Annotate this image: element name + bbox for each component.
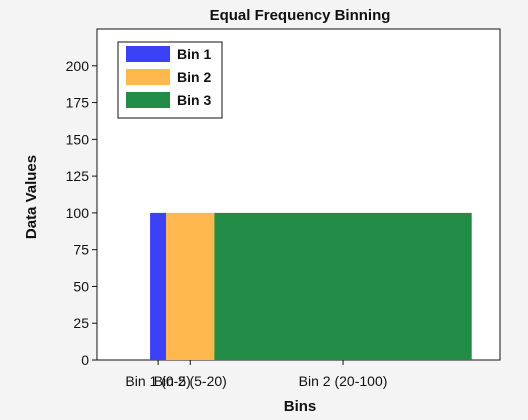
- x-axis: Bin 1 (0-5)Bin 2 (5-20) Bin 2 (20-100): [125, 360, 387, 389]
- legend: Bin 1 Bin 2 Bin 3: [117, 41, 223, 119]
- x-tick-label: Bin 2 (5-20): [154, 373, 227, 389]
- bar-1: [150, 212, 167, 360]
- y-tick-label: 200: [66, 58, 90, 74]
- chart-title: Equal Frequency Binning: [210, 7, 391, 24]
- y-tick-label: 150: [66, 131, 90, 147]
- legend-swatch-2: [126, 69, 170, 85]
- legend-swatch-3: [126, 92, 170, 108]
- x-tick-label: Bin 2 (20-100): [299, 373, 388, 389]
- legend-label-3: Bin 3: [177, 92, 211, 108]
- x-tick-label: Bin 1 (0-5): [125, 373, 190, 389]
- bar-2: [166, 212, 215, 360]
- y-tick-label: 125: [66, 168, 90, 184]
- x-axis-label: Bins: [284, 398, 317, 415]
- legend-swatch-1: [126, 46, 170, 62]
- y-tick-label: 175: [66, 95, 90, 111]
- y-axis-label: Data Values: [23, 155, 40, 239]
- legend-label-1: Bin 1: [177, 46, 211, 62]
- y-axis: 0 25 50 75 100 125 150 175 200: [66, 58, 97, 368]
- y-tick-label: 25: [73, 315, 89, 331]
- bar-3: [214, 212, 472, 360]
- y-tick-label: 75: [73, 242, 89, 258]
- y-tick-label: 0: [81, 352, 89, 368]
- y-tick-label: 50: [73, 278, 89, 294]
- bars-layer: [150, 212, 472, 360]
- legend-label-2: Bin 2: [177, 69, 211, 85]
- y-tick-label: 100: [66, 205, 90, 221]
